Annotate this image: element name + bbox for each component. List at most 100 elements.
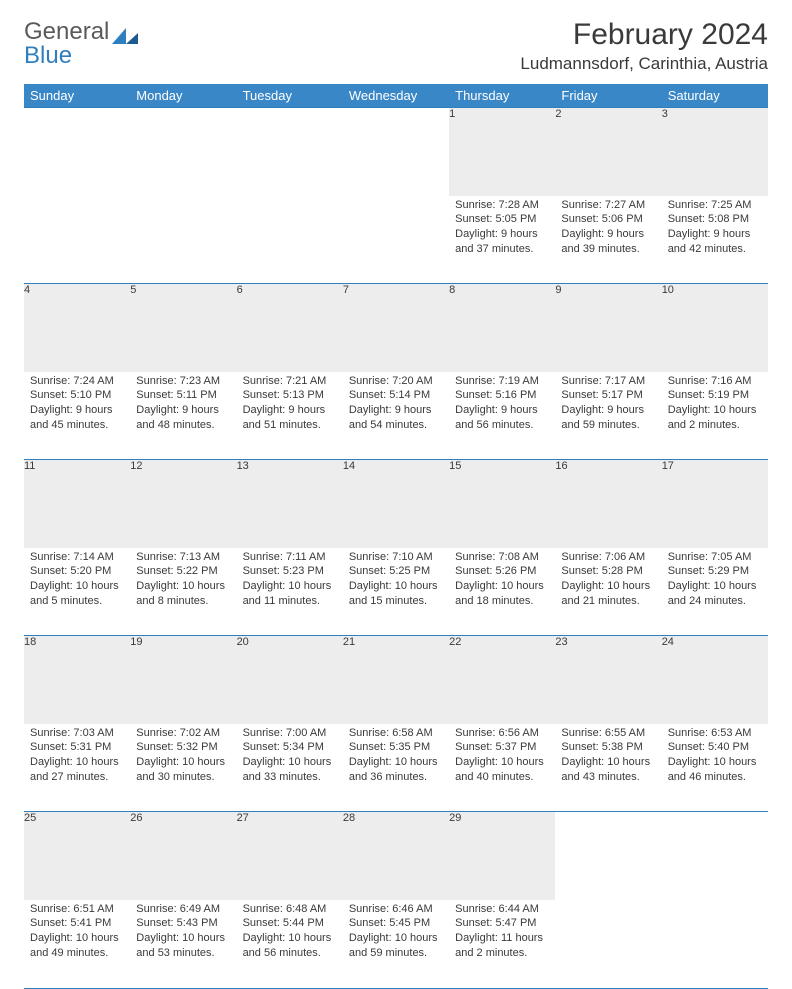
weekday-header: Monday [130,84,236,108]
day-number-cell: 21 [343,636,449,724]
day-number-cell: 27 [237,812,343,900]
day-detail-line: Sunset: 5:19 PM [668,388,762,403]
day-detail-line: and 39 minutes. [561,242,655,257]
day-detail-cell: Sunrise: 7:20 AMSunset: 5:14 PMDaylight:… [343,372,449,460]
day-number-cell: 1 [449,108,555,196]
day-detail-line: Sunrise: 7:10 AM [349,550,443,565]
bottom-border [24,988,768,989]
weekday-header: Sunday [24,84,130,108]
logo-text-2: Blue [24,42,72,70]
day-detail-line: and 51 minutes. [243,418,337,433]
title-block: February 2024 Ludmannsdorf, Carinthia, A… [520,18,768,74]
day-detail-cell: Sunrise: 7:10 AMSunset: 5:25 PMDaylight:… [343,548,449,636]
day-detail-line: Sunrise: 7:25 AM [668,198,762,213]
day-detail-line: Sunrise: 7:23 AM [136,374,230,389]
day-detail-cell: Sunrise: 7:25 AMSunset: 5:08 PMDaylight:… [662,196,768,284]
day-detail-cell: Sunrise: 6:55 AMSunset: 5:38 PMDaylight:… [555,724,661,812]
day-detail-line: Daylight: 9 hours [136,403,230,418]
day-detail-cell [130,196,236,284]
day-number-cell: 29 [449,812,555,900]
day-detail-line: Daylight: 9 hours [668,227,762,242]
day-detail-line: Sunset: 5:47 PM [455,916,549,931]
day-detail-line: and 36 minutes. [349,770,443,785]
header: General February 2024 Ludmannsdorf, Cari… [24,18,768,74]
day-number-cell [343,108,449,196]
day-detail-line: and 54 minutes. [349,418,443,433]
day-detail-line: Sunset: 5:28 PM [561,564,655,579]
day-detail-line: Sunrise: 6:49 AM [136,902,230,917]
weekday-header: Wednesday [343,84,449,108]
day-detail-cell: Sunrise: 6:44 AMSunset: 5:47 PMDaylight:… [449,900,555,988]
day-detail-cell: Sunrise: 7:19 AMSunset: 5:16 PMDaylight:… [449,372,555,460]
day-number-cell [555,812,661,900]
day-detail-cell: Sunrise: 6:49 AMSunset: 5:43 PMDaylight:… [130,900,236,988]
day-detail-line: Daylight: 10 hours [349,579,443,594]
day-detail-line: Sunset: 5:13 PM [243,388,337,403]
day-number-cell: 9 [555,284,661,372]
day-detail-cell: Sunrise: 7:05 AMSunset: 5:29 PMDaylight:… [662,548,768,636]
day-detail-cell: Sunrise: 7:16 AMSunset: 5:19 PMDaylight:… [662,372,768,460]
weekday-header: Friday [555,84,661,108]
day-detail-line: Sunrise: 7:13 AM [136,550,230,565]
day-detail-cell: Sunrise: 7:11 AMSunset: 5:23 PMDaylight:… [237,548,343,636]
day-detail-line: and 42 minutes. [668,242,762,257]
day-detail-line: and 33 minutes. [243,770,337,785]
day-detail-cell: Sunrise: 7:17 AMSunset: 5:17 PMDaylight:… [555,372,661,460]
day-number-cell: 13 [237,460,343,548]
day-detail-line: and 5 minutes. [30,594,124,609]
day-detail-line: and 43 minutes. [561,770,655,785]
day-detail-line: Sunrise: 6:44 AM [455,902,549,917]
location: Ludmannsdorf, Carinthia, Austria [520,54,768,74]
day-detail-cell: Sunrise: 6:53 AMSunset: 5:40 PMDaylight:… [662,724,768,812]
day-number-cell: 7 [343,284,449,372]
day-detail-line: Sunset: 5:05 PM [455,212,549,227]
day-detail-cell [24,196,130,284]
day-detail-line: Daylight: 10 hours [349,755,443,770]
day-number-cell [662,812,768,900]
day-detail-line: Sunset: 5:26 PM [455,564,549,579]
day-number-cell: 20 [237,636,343,724]
day-detail-line: Sunset: 5:17 PM [561,388,655,403]
day-number-cell: 22 [449,636,555,724]
day-number-cell: 5 [130,284,236,372]
day-detail-line: Sunset: 5:32 PM [136,740,230,755]
logo-icon [112,23,138,41]
day-number-cell [237,108,343,196]
day-detail-line: Sunrise: 7:06 AM [561,550,655,565]
day-detail-line: Daylight: 9 hours [561,403,655,418]
calendar-head: SundayMondayTuesdayWednesdayThursdayFrid… [24,84,768,108]
day-detail-line: Sunrise: 7:19 AM [455,374,549,389]
day-detail-line: and 30 minutes. [136,770,230,785]
day-detail-line: and 48 minutes. [136,418,230,433]
day-detail-line: Sunset: 5:31 PM [30,740,124,755]
day-detail-line: Sunrise: 7:11 AM [243,550,337,565]
day-detail-line: and 59 minutes. [349,946,443,961]
day-detail-line: Sunset: 5:41 PM [30,916,124,931]
day-detail-cell: Sunrise: 7:02 AMSunset: 5:32 PMDaylight:… [130,724,236,812]
day-detail-cell: Sunrise: 6:51 AMSunset: 5:41 PMDaylight:… [24,900,130,988]
day-detail-line: Sunset: 5:34 PM [243,740,337,755]
day-number-cell [24,108,130,196]
day-detail-line: and 15 minutes. [349,594,443,609]
day-detail-line: Sunset: 5:16 PM [455,388,549,403]
day-detail-line: Sunrise: 7:24 AM [30,374,124,389]
day-number-cell: 8 [449,284,555,372]
day-detail-line: Sunset: 5:43 PM [136,916,230,931]
day-detail-line: Sunset: 5:35 PM [349,740,443,755]
weekday-header: Tuesday [237,84,343,108]
day-detail-line: Daylight: 10 hours [668,403,762,418]
day-detail-line: Daylight: 9 hours [561,227,655,242]
day-detail-cell: Sunrise: 7:21 AMSunset: 5:13 PMDaylight:… [237,372,343,460]
day-detail-line: Sunrise: 7:14 AM [30,550,124,565]
day-number-cell: 17 [662,460,768,548]
day-detail-cell: Sunrise: 6:46 AMSunset: 5:45 PMDaylight:… [343,900,449,988]
day-detail-line: and 8 minutes. [136,594,230,609]
day-detail-line: Sunrise: 6:58 AM [349,726,443,741]
day-detail-line: Sunset: 5:10 PM [30,388,124,403]
day-detail-line: Sunset: 5:29 PM [668,564,762,579]
day-number-cell: 23 [555,636,661,724]
day-number-cell: 15 [449,460,555,548]
day-detail-line: Sunset: 5:06 PM [561,212,655,227]
day-detail-line: Sunrise: 6:48 AM [243,902,337,917]
day-detail-line: Sunrise: 7:28 AM [455,198,549,213]
